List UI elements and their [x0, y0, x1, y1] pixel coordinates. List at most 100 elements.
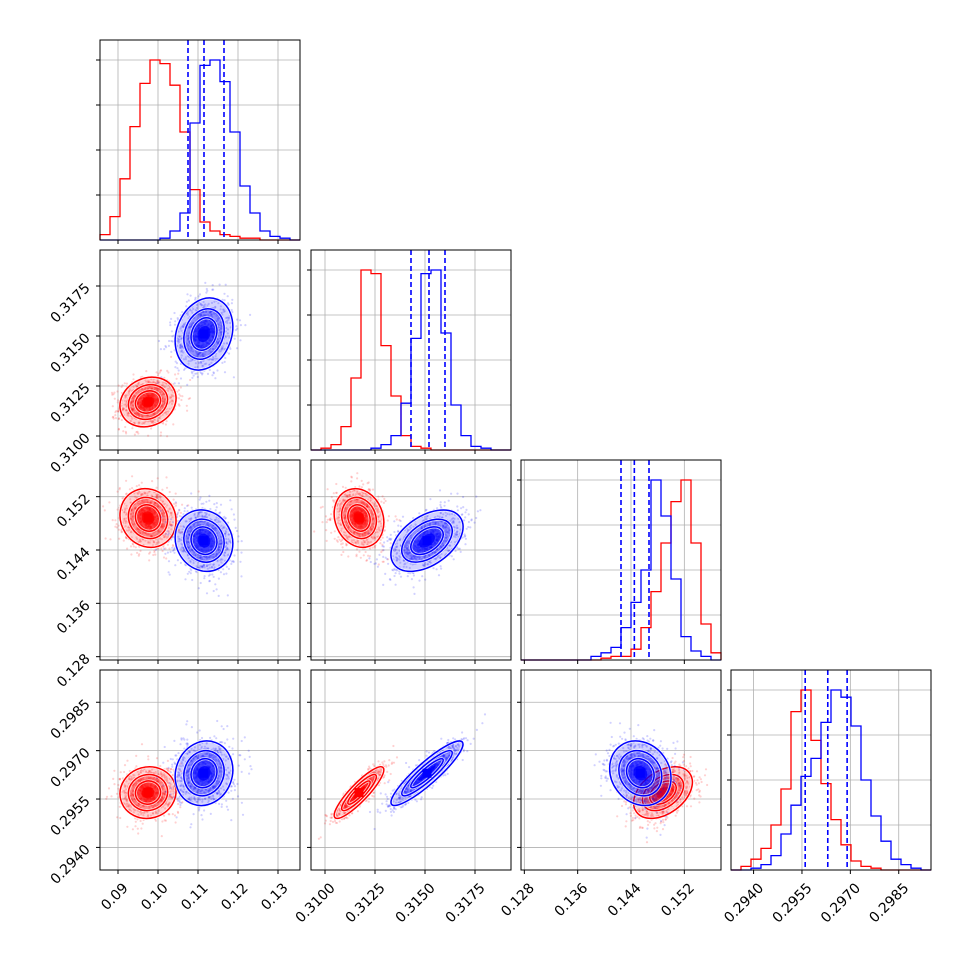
scatter-point	[129, 420, 133, 423]
scatter-point	[387, 515, 390, 518]
scatter-point	[161, 406, 164, 409]
scatter-point	[232, 513, 235, 516]
scatter-point	[158, 381, 161, 384]
scatter-point	[189, 572, 192, 575]
scatter-point	[179, 386, 182, 389]
scatter-point	[181, 350, 184, 353]
scatter-point	[161, 381, 164, 384]
scatter-point	[152, 539, 155, 542]
scatter-point	[165, 420, 168, 423]
scatter-point	[140, 415, 143, 418]
scatter-point	[113, 391, 116, 394]
scatter-point	[203, 304, 206, 307]
scatter-point	[148, 552, 151, 555]
scatter-point	[161, 396, 164, 399]
scatter-point	[181, 503, 184, 506]
scatter-point	[124, 430, 127, 433]
scatter-point	[199, 361, 202, 364]
scatter-point	[125, 504, 128, 507]
scatter-point	[183, 368, 186, 371]
scatter-point	[180, 349, 183, 352]
scatter-point	[125, 432, 128, 435]
scatter-point	[159, 434, 162, 437]
scatter-point	[214, 518, 217, 521]
scatter-point	[177, 530, 180, 533]
scatter-point	[178, 340, 181, 343]
scatter-point	[157, 530, 160, 533]
scatter-point	[145, 532, 148, 535]
scatter-point	[124, 425, 127, 429]
scatter-point	[168, 573, 171, 576]
scatter-point	[180, 530, 183, 533]
scatter-point	[171, 521, 174, 524]
scatter-point	[195, 372, 198, 375]
scatter-point	[218, 283, 221, 286]
scatter-point	[350, 480, 353, 483]
scatter-point	[222, 308, 225, 311]
scatter-point	[202, 300, 205, 304]
scatter-point	[183, 510, 186, 513]
scatter-point	[150, 494, 153, 497]
scatter-point	[156, 409, 160, 413]
scatter-point	[200, 555, 203, 558]
scatter-point	[125, 455, 127, 457]
scatter-point	[122, 430, 125, 433]
scatter-point	[125, 409, 128, 412]
scatter-point	[199, 496, 202, 499]
scatter-point	[156, 411, 159, 414]
scatter-point	[180, 542, 183, 545]
scatter-point	[219, 321, 222, 324]
scatter-point	[155, 387, 158, 390]
scatter-point	[122, 408, 125, 411]
scatter-point	[131, 397, 135, 400]
scatter-point	[165, 536, 168, 539]
scatter-point	[194, 372, 197, 375]
scatter-point	[222, 310, 225, 313]
scatter-point	[167, 540, 170, 543]
scatter-point	[187, 299, 190, 302]
scatter-point	[463, 535, 466, 538]
scatter-point	[179, 345, 182, 348]
scatter-point	[179, 561, 182, 564]
scatter-point	[130, 402, 133, 405]
scatter-point	[205, 512, 208, 515]
scatter-point	[205, 310, 208, 313]
scatter-point	[179, 350, 182, 353]
scatter-point	[134, 412, 137, 415]
scatter-point	[152, 413, 156, 416]
scatter-point	[167, 535, 170, 538]
scatter-point	[368, 555, 372, 558]
scatter-point	[210, 314, 213, 317]
scatter-point	[201, 354, 204, 357]
scatter-point	[184, 578, 187, 581]
scatter-point	[180, 337, 183, 340]
contour-line	[127, 383, 169, 421]
scatter-point	[168, 508, 171, 511]
scatter-point	[225, 565, 228, 568]
scatter-point	[118, 486, 121, 490]
contour-line	[119, 487, 177, 549]
scatter-point	[167, 560, 171, 563]
scatter-point	[176, 513, 179, 516]
scatter-point	[125, 479, 128, 482]
scatter-point	[224, 336, 227, 339]
scatter-point	[114, 411, 117, 414]
scatter-point	[201, 311, 204, 314]
scatter-point	[190, 569, 193, 572]
scatter-point	[219, 326, 222, 329]
scatter-point	[377, 495, 380, 498]
scatter-point	[142, 421, 145, 424]
scatter-point	[164, 532, 167, 535]
scatter-point	[156, 477, 159, 480]
scatter-point	[229, 347, 232, 350]
scatter-point	[154, 386, 157, 389]
scatter-point	[157, 529, 160, 532]
scatter-point	[208, 499, 211, 502]
histogram-series-1	[731, 689, 931, 871]
scatter-point	[166, 543, 169, 546]
scatter-point	[150, 534, 153, 537]
scatter-point	[220, 327, 223, 330]
scatter-point	[196, 365, 199, 369]
scatter-point	[161, 390, 164, 393]
scatter-point	[226, 547, 229, 550]
